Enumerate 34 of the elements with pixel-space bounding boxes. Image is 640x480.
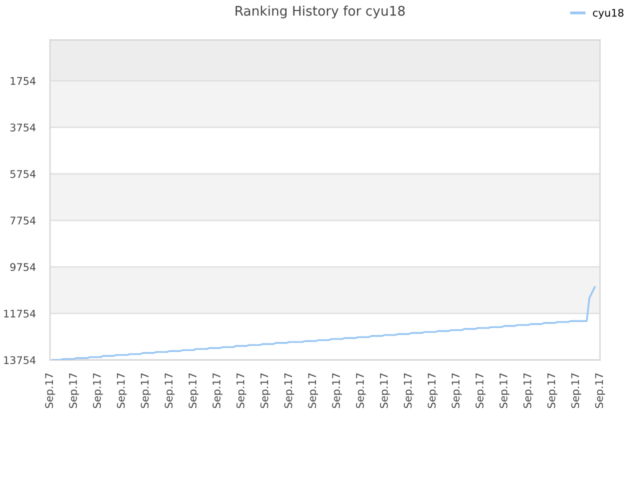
x-tick-label: Sep.17 <box>547 373 558 408</box>
x-tick-label: Sep.17 <box>404 373 414 408</box>
x-tick-label: Sep.17 <box>595 373 606 408</box>
x-tick-label: Sep.17 <box>452 373 462 408</box>
x-tick-label: Sep.17 <box>523 373 534 408</box>
x-tick-label: Sep.17 <box>284 373 294 408</box>
x-tick-label: Sep.17 <box>92 373 103 408</box>
x-tick-label: Sep.17 <box>45 373 56 408</box>
y-tick-label: 11754 <box>4 310 36 318</box>
y-tick-label: 3754 <box>10 124 36 132</box>
line-series <box>52 286 596 360</box>
x-tick-label: Sep.17 <box>212 373 222 408</box>
y-tick-label: 9754 <box>10 263 36 272</box>
chart-title: Ranking History for cyu18 <box>236 6 405 18</box>
x-tick-label: Sep.17 <box>236 373 246 408</box>
y-tick-label: 7754 <box>10 216 36 225</box>
legend-label: cyu18 <box>592 8 624 19</box>
x-tick-label: Sep.17 <box>499 373 510 408</box>
x-tick-label: Sep.17 <box>476 373 486 408</box>
x-tick-label: Sep.17 <box>116 373 127 408</box>
y-tick-label: 13754 <box>4 356 36 364</box>
x-tick-label: Sep.17 <box>69 373 79 408</box>
x-tick-label: Sep.17 <box>332 373 342 408</box>
x-tick-label: Sep.17 <box>308 373 318 408</box>
x-tick-label: Sep.17 <box>571 373 582 408</box>
x-tick-label: Sep.17 <box>188 373 199 408</box>
x-tick-label: Sep.17 <box>164 373 175 408</box>
x-tick-label: Sep.17 <box>380 373 390 408</box>
y-tick-label: 1754 <box>10 77 36 85</box>
x-tick-label: Sep.17 <box>428 373 438 408</box>
x-tick-label: Sep.17 <box>140 373 151 408</box>
x-tick-label: Sep.17 <box>260 373 270 408</box>
y-tick-label: 5754 <box>10 170 36 178</box>
x-tick-label: Sep.17 <box>356 373 366 408</box>
